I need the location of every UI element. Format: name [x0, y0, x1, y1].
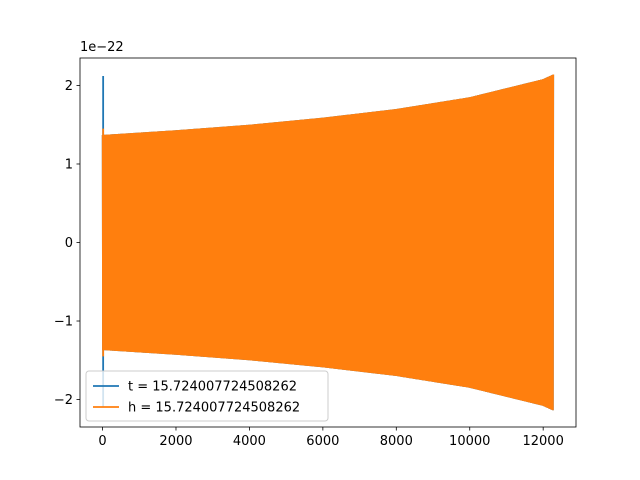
x-tick-label: 2000	[159, 434, 192, 449]
x-tick-label: 6000	[306, 434, 339, 449]
x-axis: 0 2000 4000 6000 8000 10000 12000	[98, 427, 564, 449]
y-tick-label: −2	[54, 393, 73, 408]
y-tick-label: 2	[65, 79, 73, 94]
y-tick-label: 0	[65, 236, 73, 251]
legend: t = 15.724007724508262 h = 15.72400772450…	[85, 370, 329, 422]
x-tick-label: 0	[98, 434, 106, 449]
plot-area	[101, 74, 555, 411]
legend-label: h = 15.724007724508262	[128, 401, 300, 416]
x-tick-label: 4000	[233, 434, 266, 449]
y-tick-label: −1	[54, 315, 73, 330]
x-tick-label: 12000	[522, 434, 563, 449]
series-line-2	[101, 74, 555, 411]
x-tick-label: 10000	[449, 434, 490, 449]
legend-label: t = 15.724007724508262	[128, 380, 297, 395]
legend-box	[85, 370, 329, 422]
y-tick-label: 1	[65, 157, 73, 172]
x-tick-label: 8000	[380, 434, 413, 449]
y-offset-label: 1e−22	[80, 40, 124, 55]
y-axis: −2 −1 0 1 2	[54, 79, 80, 408]
series-2	[101, 74, 555, 411]
